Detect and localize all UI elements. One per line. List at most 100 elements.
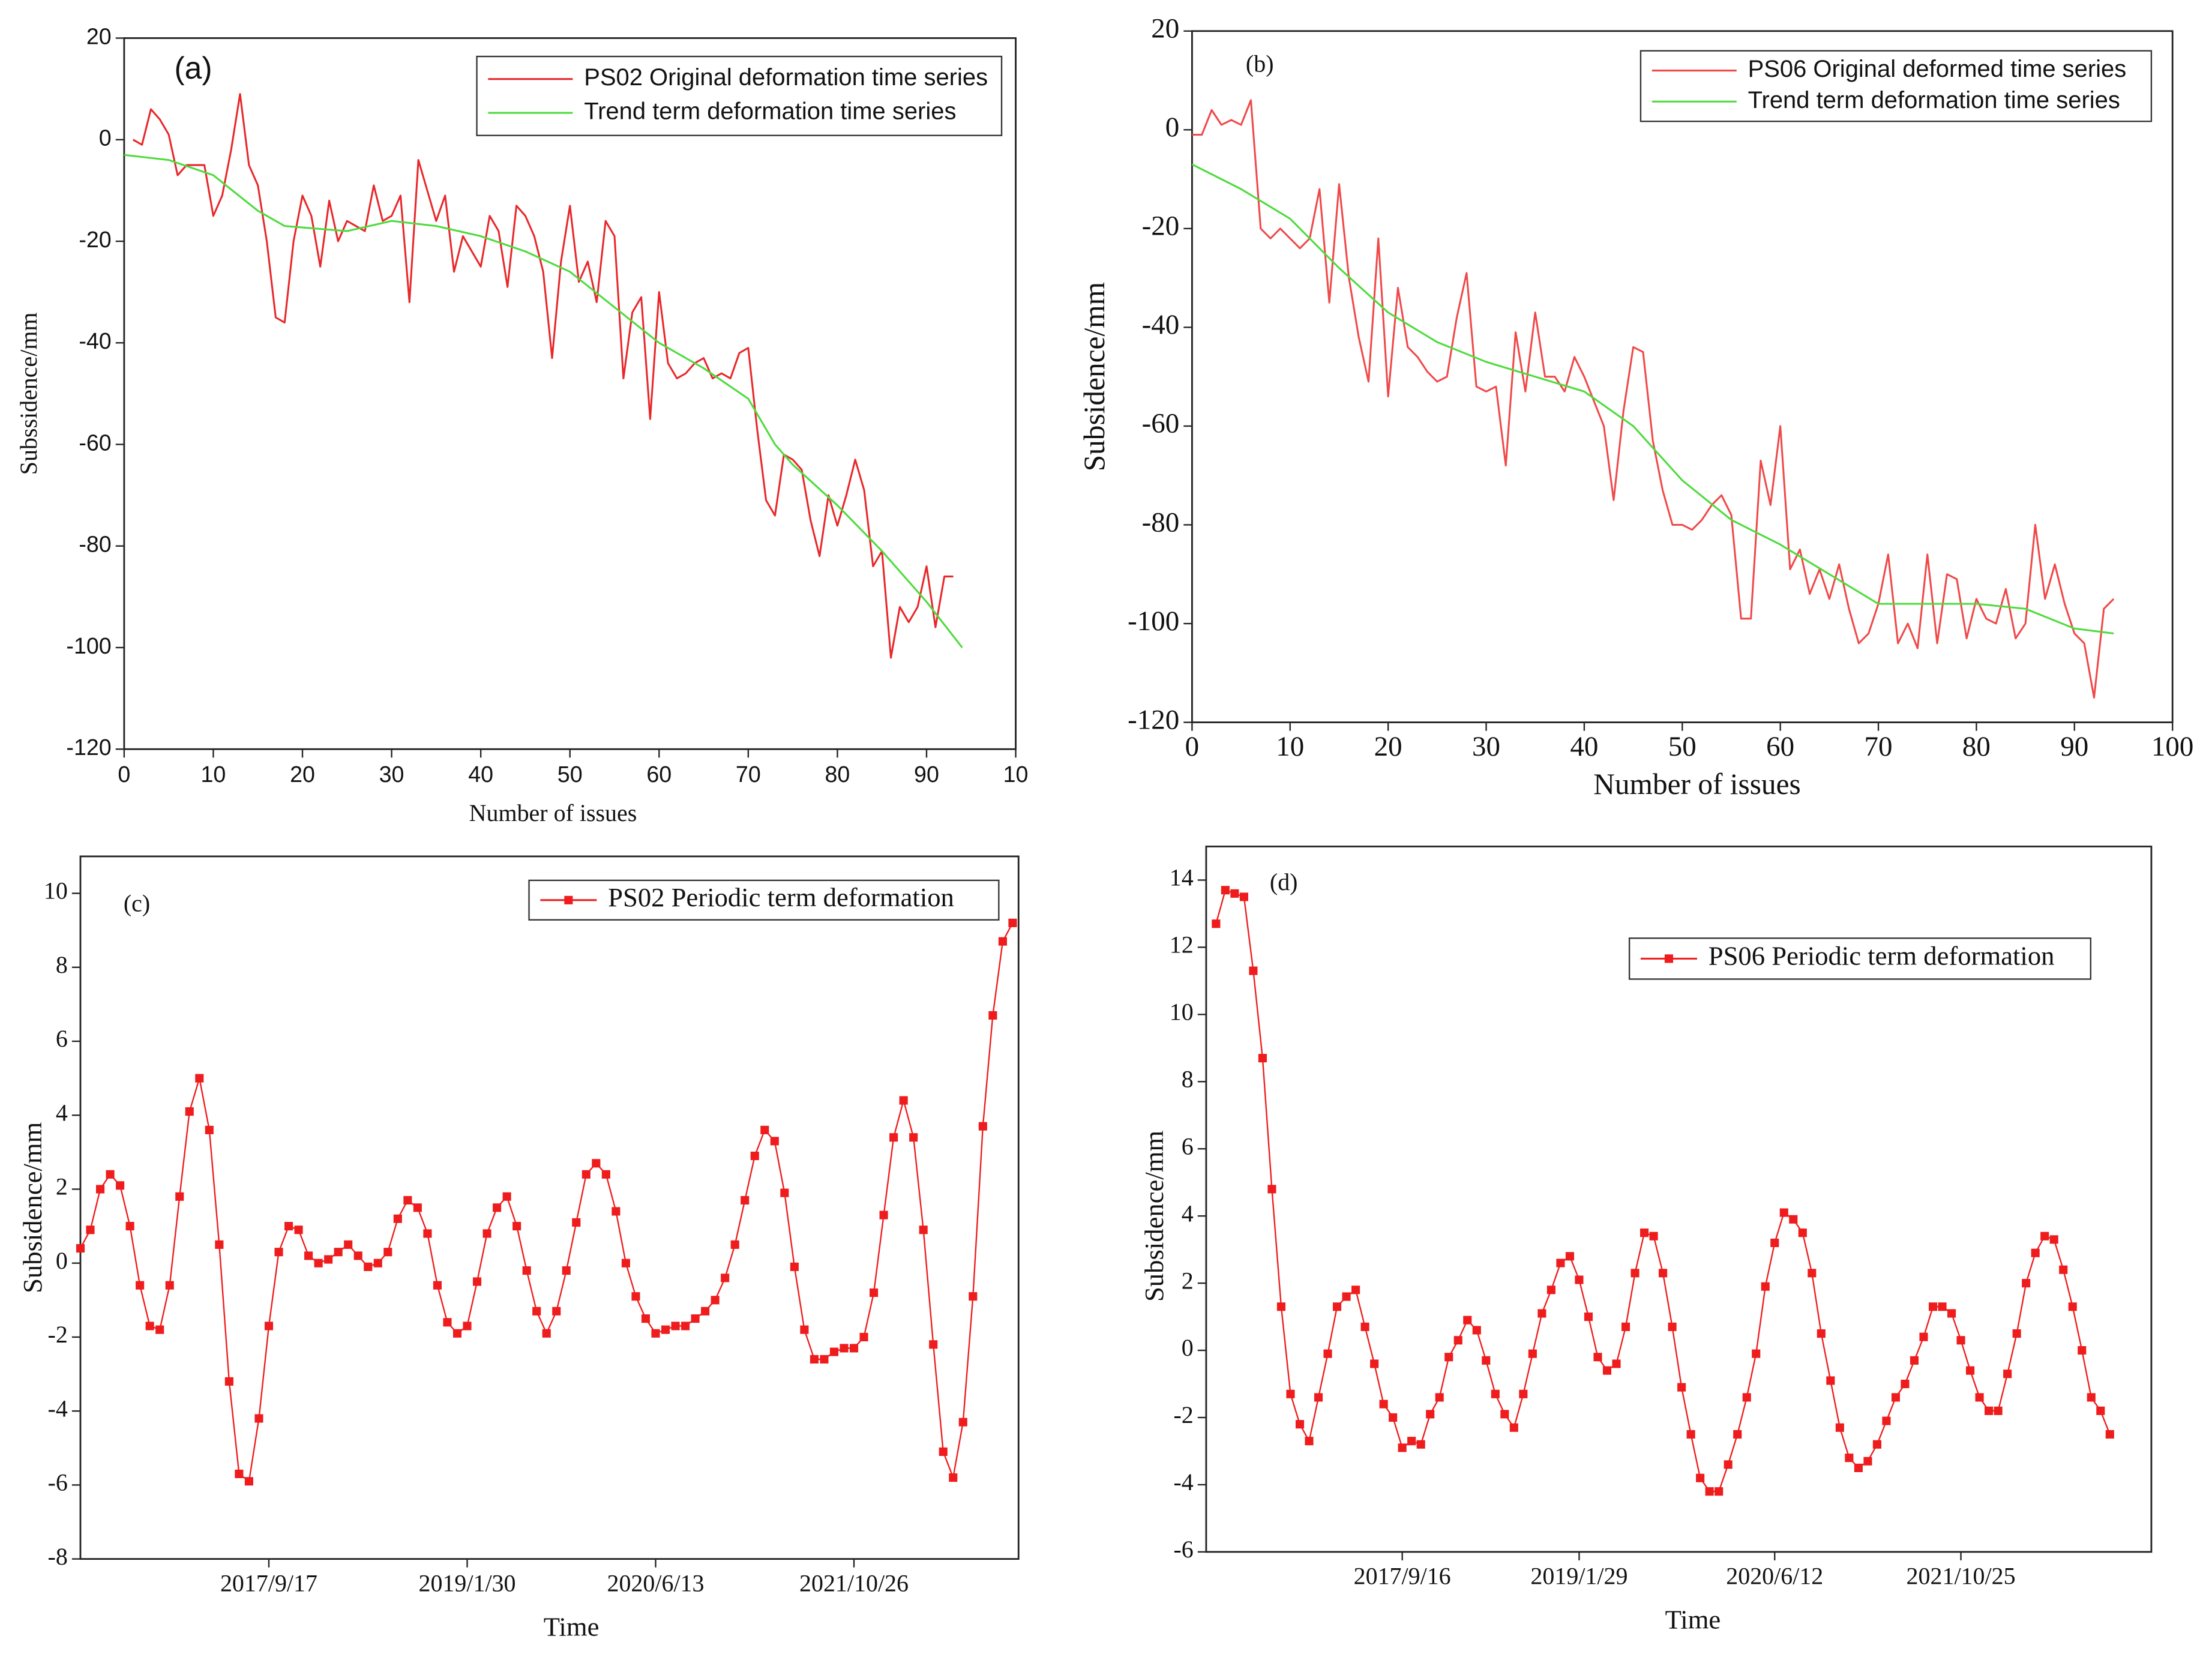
y-tick-label: 8 bbox=[56, 951, 68, 978]
data-point bbox=[393, 1214, 402, 1223]
data-point bbox=[1668, 1322, 1677, 1331]
data-point bbox=[671, 1322, 680, 1331]
data-point bbox=[1966, 1366, 1975, 1375]
data-point bbox=[324, 1255, 333, 1264]
data-point bbox=[463, 1322, 472, 1331]
data-point bbox=[919, 1225, 928, 1234]
y-tick-label: -40 bbox=[79, 328, 111, 353]
x-tick-label: 90 bbox=[2060, 731, 2088, 762]
legend-box bbox=[1628, 937, 2092, 980]
data-point bbox=[562, 1266, 571, 1275]
y-tick-label: -80 bbox=[1142, 507, 1180, 538]
data-point bbox=[770, 1137, 779, 1146]
data-point bbox=[1761, 1282, 1770, 1291]
y-tick-label: -2 bbox=[1173, 1401, 1193, 1428]
legend-box bbox=[476, 55, 1003, 136]
data-point bbox=[1500, 1410, 1509, 1419]
x-tick-label: 2019/1/30 bbox=[418, 1569, 515, 1596]
data-point bbox=[1389, 1413, 1398, 1422]
data-point bbox=[165, 1281, 174, 1290]
y-tick-label: -20 bbox=[1142, 211, 1180, 242]
data-point bbox=[1752, 1349, 1761, 1358]
data-point bbox=[373, 1259, 382, 1268]
data-point bbox=[195, 1074, 204, 1083]
data-point bbox=[1928, 1302, 1938, 1311]
y-tick-label: 0 bbox=[99, 125, 112, 151]
data-point bbox=[1230, 889, 1239, 898]
data-point bbox=[840, 1344, 849, 1353]
data-point bbox=[741, 1195, 750, 1205]
data-point bbox=[1854, 1463, 1863, 1472]
data-point bbox=[1370, 1359, 1379, 1368]
data-point bbox=[482, 1229, 491, 1238]
data-point bbox=[780, 1188, 789, 1197]
y-tick-label: -4 bbox=[1173, 1469, 1193, 1496]
data-point bbox=[1426, 1410, 1435, 1419]
data-point bbox=[1249, 966, 1258, 975]
data-point bbox=[334, 1248, 343, 1257]
data-point bbox=[542, 1329, 551, 1338]
y-tick-label: 2 bbox=[1182, 1267, 1194, 1294]
x-axis-title: Number of issues bbox=[469, 799, 637, 826]
data-point bbox=[2096, 1406, 2105, 1415]
y-tick-label: -40 bbox=[1142, 309, 1180, 340]
data-point bbox=[552, 1307, 561, 1316]
data-point bbox=[1295, 1420, 1305, 1429]
data-point bbox=[2049, 1235, 2058, 1244]
x-tick-label: 20 bbox=[1374, 731, 1402, 762]
data-point bbox=[452, 1329, 462, 1338]
x-tick-label: 0 bbox=[118, 762, 130, 787]
data-point bbox=[1696, 1473, 1705, 1482]
data-point bbox=[344, 1240, 353, 1249]
data-point bbox=[1835, 1423, 1844, 1432]
y-tick-label: 4 bbox=[1182, 1200, 1194, 1227]
y-tick-label: 14 bbox=[1170, 864, 1194, 891]
data-point bbox=[1584, 1313, 1593, 1322]
x-tick-label: 2021/10/26 bbox=[799, 1569, 909, 1596]
series-line bbox=[1191, 163, 2114, 635]
data-point bbox=[1593, 1353, 1602, 1362]
data-point bbox=[1416, 1440, 1425, 1449]
panel-label: (d) bbox=[1270, 868, 1298, 895]
data-point bbox=[116, 1181, 125, 1190]
data-point bbox=[1770, 1238, 1779, 1247]
data-point bbox=[502, 1192, 511, 1201]
data-point bbox=[1407, 1437, 1416, 1446]
y-tick-label: -8 bbox=[48, 1543, 68, 1570]
data-point bbox=[889, 1133, 898, 1142]
data-point bbox=[1919, 1332, 1928, 1341]
data-point bbox=[1435, 1393, 1444, 1402]
data-point bbox=[612, 1207, 621, 1216]
x-tick-label: 10 bbox=[201, 762, 226, 787]
data-point bbox=[1519, 1389, 1528, 1398]
data-point bbox=[969, 1292, 978, 1301]
data-point bbox=[2022, 1279, 2031, 1288]
data-point bbox=[800, 1325, 809, 1334]
data-point bbox=[224, 1377, 233, 1386]
data-point bbox=[522, 1266, 531, 1275]
data-point bbox=[820, 1355, 829, 1364]
y-tick-label: 0 bbox=[56, 1247, 68, 1274]
chart-panel: -120 -100 -80 -60 -40 -20 0 20 0 10 20 30 40 50 60 70 80… bbox=[1078, 13, 2193, 801]
data-point bbox=[978, 1122, 987, 1131]
data-point bbox=[125, 1222, 134, 1231]
data-point bbox=[1575, 1275, 1584, 1284]
y-tick-label: -60 bbox=[1142, 408, 1180, 439]
data-point bbox=[244, 1477, 253, 1486]
data-point bbox=[1715, 1487, 1724, 1496]
y-tick-label: -100 bbox=[1128, 606, 1179, 637]
data-point bbox=[1267, 1185, 1276, 1194]
y-tick-label: -6 bbox=[48, 1469, 68, 1496]
data-point bbox=[106, 1170, 115, 1179]
data-point bbox=[136, 1281, 145, 1290]
data-point bbox=[1826, 1376, 1835, 1385]
x-tick-label: 0 bbox=[1185, 731, 1200, 762]
y-tick-label: -4 bbox=[48, 1395, 68, 1422]
data-point bbox=[641, 1314, 651, 1323]
data-point bbox=[1314, 1393, 1323, 1402]
data-point bbox=[1351, 1286, 1360, 1295]
legend-label: PS02 Original deformation time series bbox=[584, 64, 988, 91]
data-point bbox=[681, 1322, 690, 1331]
data-point bbox=[532, 1307, 541, 1316]
data-point bbox=[1659, 1269, 1668, 1278]
